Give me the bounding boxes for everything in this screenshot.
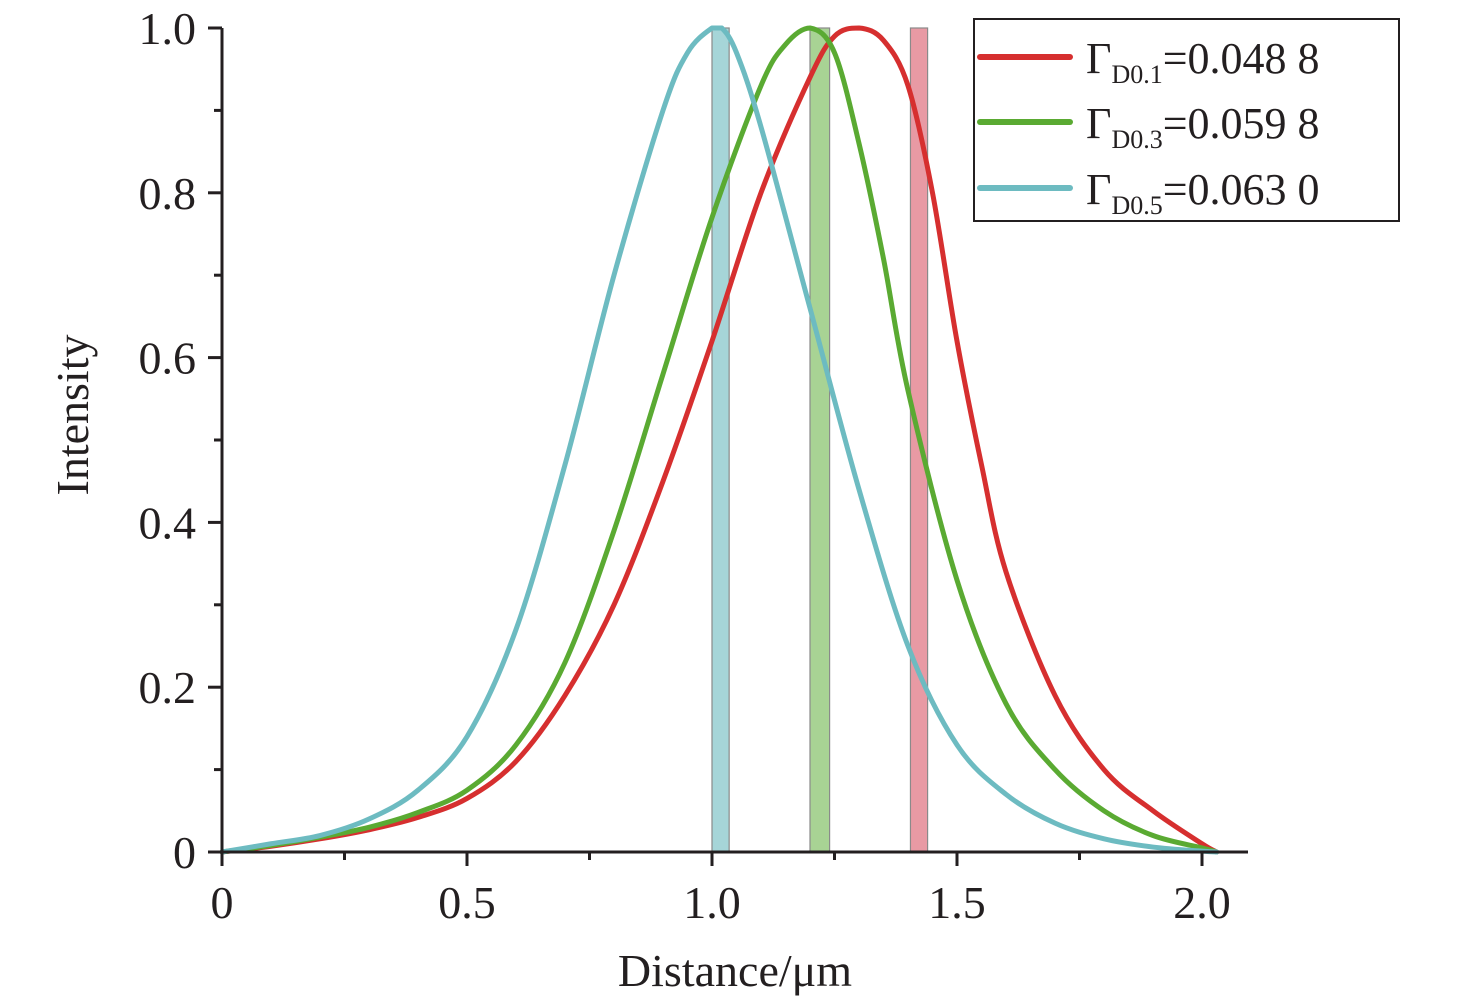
x-tick-label: 2.0 [1173, 877, 1231, 928]
y-axis-title: Intensity [47, 335, 98, 496]
series-line-d0-1 [219, 25, 1220, 855]
legend-label-d0-5: ΓD0.5=0.063 0 [1086, 165, 1320, 220]
x-axis-title: Distance/μm [618, 945, 852, 996]
y-tick-label: 0 [173, 827, 196, 878]
x-tick-label: 1.5 [928, 877, 986, 928]
series-line-d0-3 [219, 25, 1220, 855]
series-line-d0-5 [219, 25, 1220, 855]
axes-layer [208, 26, 1248, 866]
y-tick-label: 1.0 [139, 3, 197, 54]
peak-band-d0-5 [711, 27, 730, 853]
y-tick-label: 0.6 [139, 333, 197, 384]
band-layer [711, 27, 929, 853]
legend-label-d0-1: ΓD0.1=0.048 8 [1086, 34, 1320, 89]
y-tick-label: 0.4 [139, 497, 197, 548]
y-tick-label: 0.2 [139, 662, 197, 713]
x-tick-label: 0 [211, 877, 234, 928]
x-tick-label: 0.5 [438, 877, 496, 928]
legend-label-d0-3: ΓD0.3=0.059 8 [1086, 99, 1320, 154]
labels-layer: 0 0.5 1.0 1.5 2.0 0 0.2 0.4 0.6 0.8 1.0 Distance/μm… [47, 3, 1231, 996]
y-tick-label: 0.8 [139, 168, 197, 219]
series-layer [219, 25, 1220, 855]
x-tick-label: 1.0 [683, 877, 741, 928]
legend: ΓD0.1=0.048 8 ΓD0.3=0.059 8 ΓD0.5=0.063 0 [973, 18, 1400, 222]
peak-band-d0-3 [809, 27, 831, 853]
